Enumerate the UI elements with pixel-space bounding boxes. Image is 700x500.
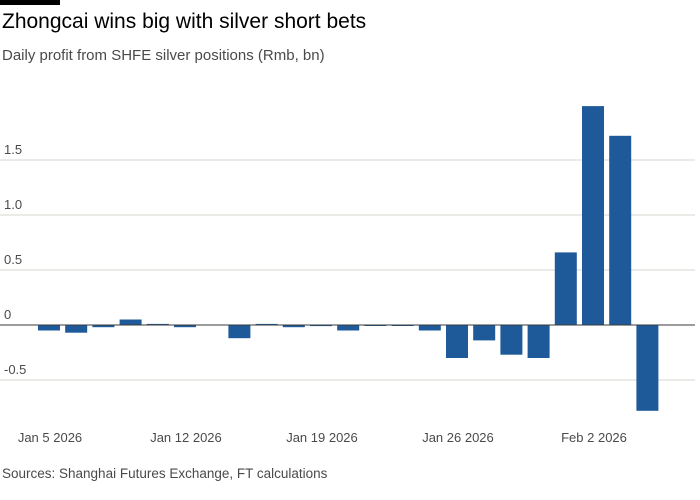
chart-title: Zhongcai wins big with silver short bets — [2, 10, 367, 33]
bar — [609, 135, 632, 325]
bar — [636, 325, 659, 411]
bar — [119, 319, 142, 325]
bar — [418, 325, 441, 331]
bar — [473, 325, 496, 341]
bar — [582, 106, 604, 325]
y-axis-labels: -0.5 0 0.5 1.0 1.5 — [4, 142, 26, 377]
bar — [38, 325, 60, 331]
x-tick-label: Jan 12 2026 — [150, 430, 222, 445]
x-axis-labels: Jan 5 2026 Jan 12 2026 Jan 19 2026 Jan 26 2… — [18, 430, 627, 445]
bar — [527, 325, 550, 358]
bar — [255, 323, 278, 325]
x-tick-label: Jan 26 2026 — [422, 430, 494, 445]
y-tick-label: 0.5 — [4, 252, 22, 267]
bar — [446, 325, 468, 358]
source-note: Sources: Shanghai Futures Exchange, FT c… — [2, 466, 328, 481]
bar — [65, 325, 88, 333]
bar — [146, 323, 169, 325]
x-tick-label: Feb 2 2026 — [561, 430, 627, 445]
x-tick-label: Jan 19 2026 — [286, 430, 358, 445]
y-tick-label: -0.5 — [4, 362, 26, 377]
bar — [554, 252, 577, 325]
bar — [500, 325, 523, 355]
bar — [174, 325, 196, 328]
bar — [282, 325, 305, 328]
bar — [228, 325, 251, 339]
y-tick-label: 1.5 — [4, 142, 22, 157]
gridlines — [0, 159, 695, 381]
bars — [38, 106, 659, 411]
brand-bar — [0, 0, 60, 5]
bar — [92, 325, 115, 328]
y-tick-label: 0 — [4, 307, 11, 322]
bar — [310, 325, 332, 327]
x-tick-label: Jan 5 2026 — [18, 430, 82, 445]
chart-subtitle: Daily profit from SHFE silver positions … — [2, 47, 325, 64]
y-tick-label: 1.0 — [4, 197, 22, 212]
bar — [337, 325, 360, 331]
